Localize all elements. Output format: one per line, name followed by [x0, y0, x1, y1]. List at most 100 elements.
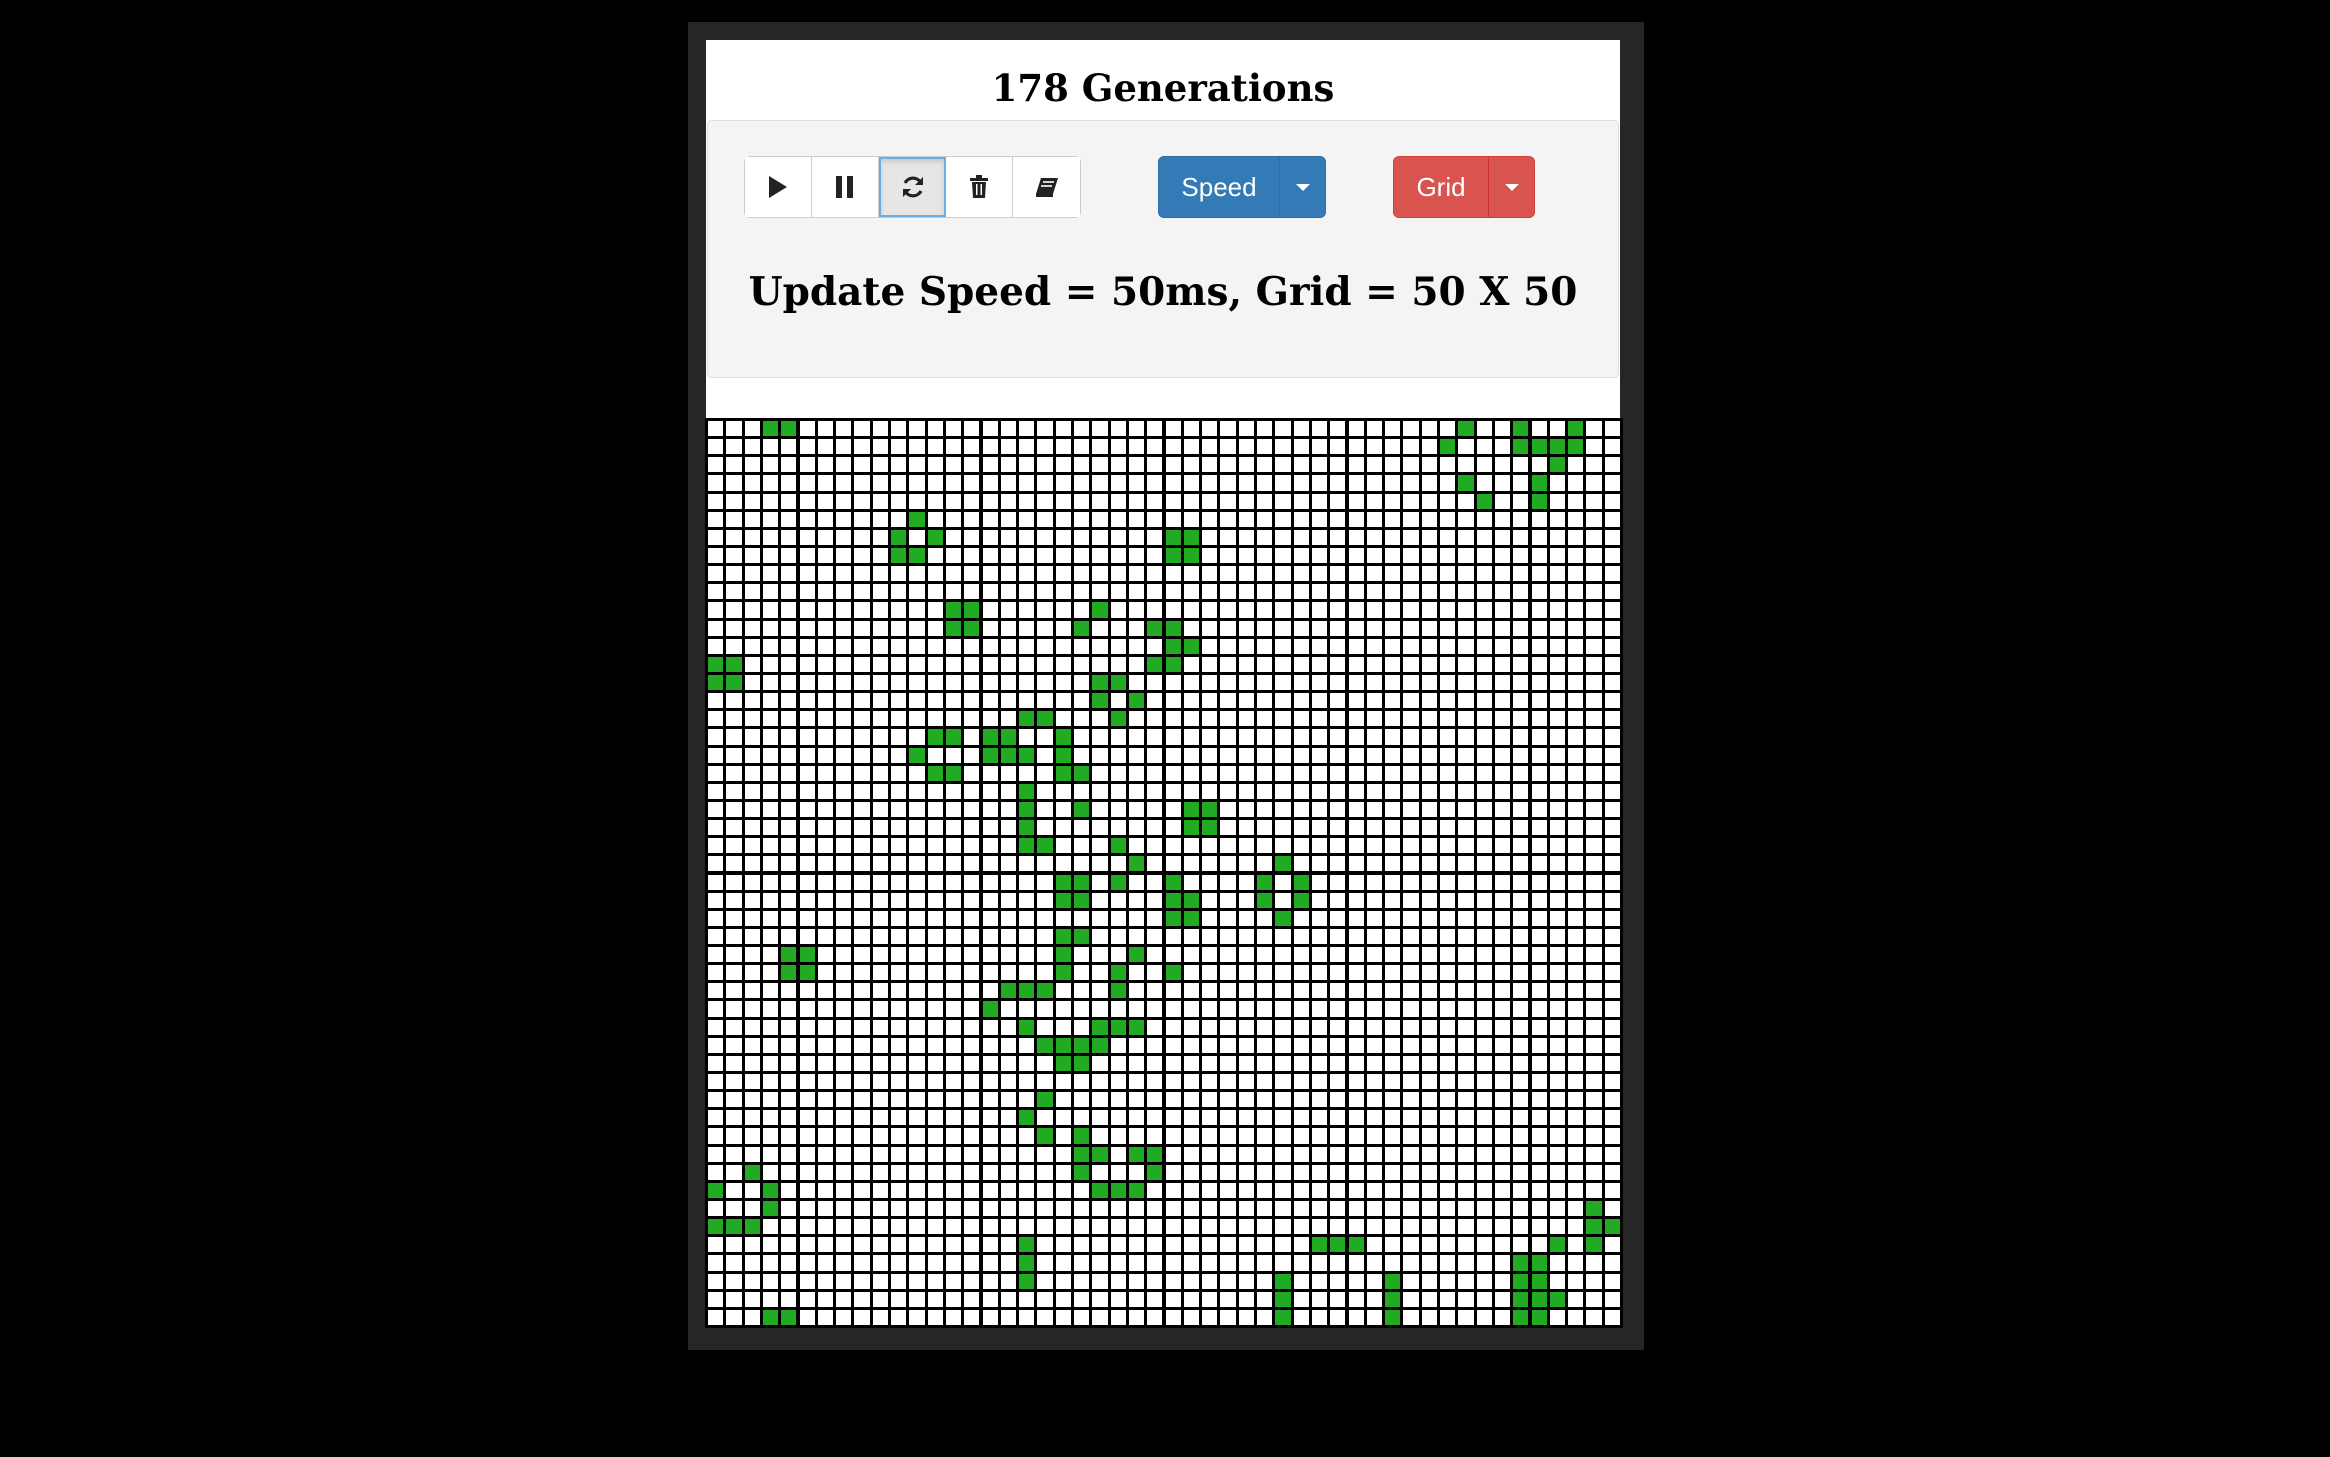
cell-alive[interactable]	[1513, 439, 1529, 455]
cell[interactable]	[1147, 892, 1163, 908]
cell[interactable]	[1385, 856, 1401, 872]
cell[interactable]	[726, 602, 742, 618]
cell[interactable]	[1385, 1237, 1401, 1253]
cell[interactable]	[1293, 1164, 1309, 1180]
cell[interactable]	[1476, 1219, 1492, 1235]
cell[interactable]	[1549, 747, 1566, 763]
cell[interactable]	[762, 439, 779, 455]
cell[interactable]	[1147, 747, 1163, 763]
cell-alive[interactable]	[1275, 1309, 1291, 1325]
cell[interactable]	[1183, 1309, 1200, 1325]
cell[interactable]	[744, 421, 760, 437]
cell[interactable]	[982, 693, 998, 709]
cell[interactable]	[817, 783, 834, 799]
cell[interactable]	[1000, 693, 1017, 709]
cell[interactable]	[1220, 820, 1236, 836]
cell[interactable]	[1348, 820, 1364, 836]
cell[interactable]	[982, 983, 998, 999]
cell[interactable]	[1476, 475, 1492, 491]
cell[interactable]	[872, 965, 888, 981]
cell-alive[interactable]	[1147, 656, 1163, 672]
cell[interactable]	[781, 1219, 797, 1235]
cell[interactable]	[964, 656, 980, 672]
cell[interactable]	[1421, 584, 1437, 600]
cell[interactable]	[1440, 747, 1456, 763]
cell[interactable]	[1458, 1182, 1474, 1198]
cell[interactable]	[708, 1019, 724, 1035]
cell[interactable]	[1147, 965, 1163, 981]
cell[interactable]	[781, 1092, 797, 1108]
cell[interactable]	[891, 747, 907, 763]
cell[interactable]	[1513, 1201, 1529, 1217]
cell[interactable]	[1037, 638, 1053, 654]
cell[interactable]	[1110, 638, 1126, 654]
cell[interactable]	[945, 1273, 962, 1289]
cell[interactable]	[891, 765, 907, 781]
cell[interactable]	[982, 439, 998, 455]
cell[interactable]	[1019, 1291, 1035, 1307]
cell[interactable]	[1257, 747, 1273, 763]
cell[interactable]	[817, 1255, 834, 1271]
cell-alive[interactable]	[1055, 928, 1071, 945]
cell-alive[interactable]	[1055, 965, 1071, 981]
cell[interactable]	[1257, 638, 1273, 654]
cell[interactable]	[1092, 820, 1108, 836]
cell[interactable]	[927, 1164, 943, 1180]
cell[interactable]	[982, 620, 998, 636]
cell[interactable]	[1055, 620, 1071, 636]
cell[interactable]	[1257, 547, 1273, 564]
cell[interactable]	[1220, 493, 1236, 509]
cell[interactable]	[1476, 1291, 1492, 1307]
cell[interactable]	[1330, 1273, 1346, 1289]
cell[interactable]	[1092, 1237, 1108, 1253]
cell[interactable]	[1568, 475, 1584, 491]
cell[interactable]	[1220, 1164, 1236, 1180]
cell[interactable]	[1275, 820, 1291, 836]
cell[interactable]	[1037, 820, 1053, 836]
cell[interactable]	[799, 910, 815, 926]
cell-alive[interactable]	[1165, 656, 1181, 672]
cell[interactable]	[836, 892, 852, 908]
cell[interactable]	[1128, 965, 1145, 981]
cell[interactable]	[872, 910, 888, 926]
cell[interactable]	[1128, 747, 1145, 763]
cell[interactable]	[1092, 638, 1108, 654]
cell[interactable]	[1074, 1182, 1090, 1198]
cell[interactable]	[1128, 783, 1145, 799]
cell[interactable]	[1366, 1019, 1383, 1035]
cell[interactable]	[1257, 1219, 1273, 1235]
cell[interactable]	[1074, 965, 1090, 981]
cell[interactable]	[1055, 475, 1071, 491]
cell[interactable]	[1440, 874, 1456, 890]
cell[interactable]	[836, 475, 852, 491]
cell[interactable]	[1147, 1273, 1163, 1289]
cell[interactable]	[781, 1273, 797, 1289]
cell-alive[interactable]	[1019, 820, 1035, 836]
cell[interactable]	[1092, 892, 1108, 908]
cell[interactable]	[964, 729, 980, 745]
cell[interactable]	[1220, 1237, 1236, 1253]
cell[interactable]	[1513, 547, 1529, 564]
cell[interactable]	[1531, 765, 1547, 781]
cell[interactable]	[1604, 1201, 1620, 1217]
cell[interactable]	[1000, 765, 1017, 781]
cell[interactable]	[1586, 983, 1602, 999]
cell[interactable]	[854, 656, 870, 672]
cell[interactable]	[945, 747, 962, 763]
cell[interactable]	[1110, 1201, 1126, 1217]
cell[interactable]	[1202, 783, 1218, 799]
cell[interactable]	[1494, 892, 1511, 908]
cell[interactable]	[1037, 674, 1053, 691]
cell[interactable]	[1293, 674, 1309, 691]
cell[interactable]	[1110, 547, 1126, 564]
cell[interactable]	[1494, 656, 1511, 672]
cell[interactable]	[909, 820, 925, 836]
cell[interactable]	[1293, 928, 1309, 945]
cell[interactable]	[1513, 892, 1529, 908]
cell[interactable]	[836, 711, 852, 727]
cell[interactable]	[891, 1201, 907, 1217]
cell[interactable]	[1586, 1128, 1602, 1144]
cell[interactable]	[1586, 674, 1602, 691]
cell[interactable]	[1366, 620, 1383, 636]
cell[interactable]	[1092, 838, 1108, 854]
